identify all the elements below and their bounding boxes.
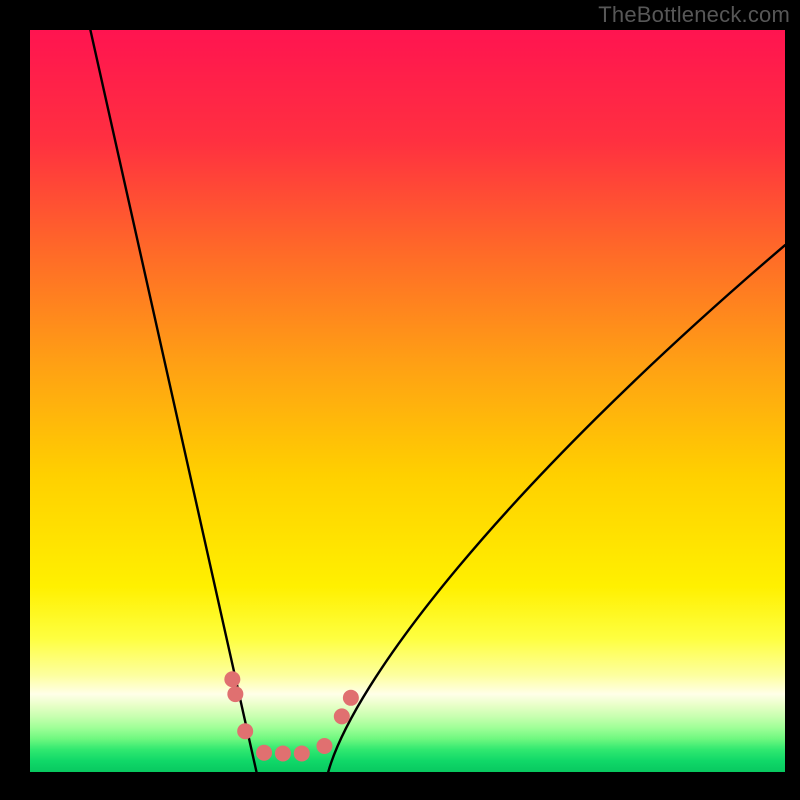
chart-svg xyxy=(0,0,800,800)
marker-point xyxy=(227,686,243,702)
marker-point xyxy=(316,738,332,754)
marker-point xyxy=(237,723,253,739)
plot-background xyxy=(30,30,785,772)
marker-point xyxy=(256,745,272,761)
watermark-text: TheBottleneck.com xyxy=(598,2,790,28)
marker-point xyxy=(343,690,359,706)
marker-point xyxy=(294,745,310,761)
marker-point xyxy=(334,708,350,724)
marker-point xyxy=(224,671,240,687)
marker-point xyxy=(275,745,291,761)
chart-root: TheBottleneck.com xyxy=(0,0,800,800)
